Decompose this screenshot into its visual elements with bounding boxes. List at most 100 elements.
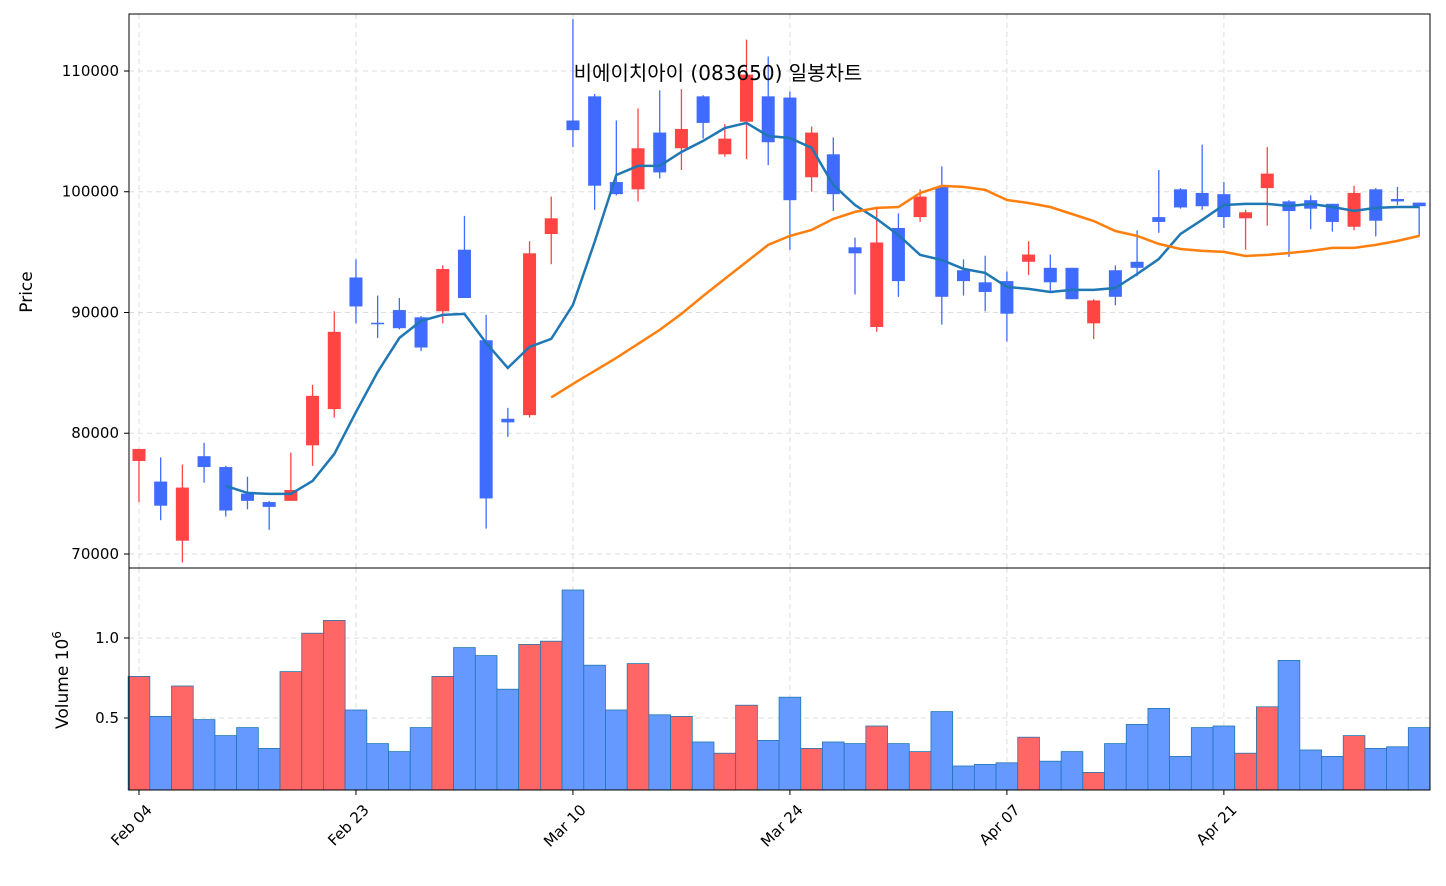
offset-base: 10	[53, 639, 73, 661]
volume-bar	[344, 709, 368, 791]
candle-body	[956, 270, 971, 282]
candle-body	[1043, 267, 1057, 283]
volume-bar	[1342, 735, 1366, 791]
volume-bar	[1190, 727, 1214, 791]
offset-exponent: 6	[50, 631, 64, 639]
volume-bar	[127, 676, 151, 791]
volume-bar	[301, 632, 324, 791]
candle-body	[306, 395, 320, 446]
volume-bar	[648, 714, 671, 791]
volume-bar	[713, 752, 737, 791]
volume-bar	[626, 663, 650, 791]
volume-bar	[1277, 660, 1301, 791]
volume-bar	[1104, 743, 1127, 791]
volume-bar	[1256, 706, 1279, 791]
candle-body	[566, 120, 580, 131]
candle-body	[392, 310, 406, 329]
candle-body	[1173, 189, 1187, 208]
volume-bar	[1407, 727, 1431, 791]
candle-body	[826, 154, 840, 195]
volume-bar	[388, 751, 411, 791]
candle-body	[740, 74, 754, 122]
candle-body	[1390, 198, 1404, 202]
candle-body	[501, 418, 515, 423]
volume-bar	[1060, 751, 1084, 791]
candle-body	[1065, 267, 1079, 300]
candle-body	[761, 96, 775, 143]
candle-body	[848, 247, 862, 254]
volume-bar	[843, 743, 867, 791]
volume-frame	[128, 567, 1431, 791]
candle-body	[327, 331, 341, 410]
volume-bar	[1017, 736, 1040, 791]
volume-bar	[887, 743, 910, 791]
volume-bar	[409, 727, 433, 791]
volume-bar	[930, 711, 954, 791]
volume-bar	[496, 688, 520, 791]
candle-body	[523, 253, 537, 416]
volume-bar	[214, 735, 238, 791]
candle-body	[935, 186, 949, 297]
candle-body	[479, 340, 493, 499]
candle-body	[913, 196, 927, 218]
volume-bar	[1234, 752, 1257, 791]
y-tick-label: 90000	[71, 303, 119, 321]
volume-bar	[192, 719, 216, 791]
volume-bar	[735, 704, 758, 791]
volume-bar	[670, 716, 693, 791]
volume-bar	[149, 716, 172, 791]
candle-body	[783, 97, 797, 201]
candle-body	[1152, 217, 1166, 222]
volume-bar	[539, 640, 563, 791]
candle-body	[1369, 189, 1383, 221]
volume-bar	[431, 676, 454, 791]
volume-bar	[995, 762, 1019, 791]
chart-title: 비에이치아이 (083650) 일봉차트	[574, 61, 863, 85]
candle-body	[132, 448, 146, 462]
volume-bar	[1386, 746, 1409, 791]
candle-body	[284, 489, 298, 501]
volume-bar	[908, 751, 932, 791]
moving-average-line	[550, 184, 1420, 399]
candle-body	[219, 467, 233, 511]
volume-bar	[1039, 760, 1062, 791]
volume-bar	[366, 743, 389, 791]
volume-bar	[605, 709, 628, 791]
volume-bar	[561, 589, 585, 791]
candle-body	[1022, 254, 1036, 262]
volume-bar	[257, 748, 281, 791]
candle-body	[1239, 212, 1253, 219]
volume-bar	[756, 740, 780, 791]
candle-body	[1108, 270, 1122, 297]
y-tick-label: 1.0	[95, 629, 119, 647]
volume-bar	[952, 765, 975, 791]
candle-body	[175, 487, 189, 541]
candle-body	[870, 242, 884, 327]
volume-bar	[453, 647, 476, 791]
candle-body	[371, 322, 385, 325]
moving-average-line	[225, 121, 1420, 496]
volume-bar	[518, 644, 541, 791]
y-tick-label: 100000	[62, 183, 119, 201]
candle-body	[436, 269, 450, 312]
volume-bar	[1212, 725, 1236, 791]
price-y-label: Price	[17, 271, 37, 312]
candle-body	[197, 456, 211, 468]
volume-bar	[323, 620, 346, 791]
candle-body	[544, 218, 558, 235]
candle-body	[1000, 281, 1014, 314]
candle-body	[696, 96, 710, 123]
volume-bar	[1125, 724, 1149, 791]
y-tick-label: 70000	[71, 545, 119, 563]
candle-body	[154, 481, 168, 506]
candle-body	[588, 96, 602, 186]
candle-body	[978, 282, 992, 292]
candle-body	[1195, 192, 1209, 207]
volume-bar	[1321, 756, 1344, 791]
candle-body	[262, 502, 276, 507]
candle-body	[1087, 300, 1101, 324]
candle-body	[674, 128, 688, 149]
candle-body	[631, 148, 645, 190]
volume-bar	[1299, 749, 1322, 791]
